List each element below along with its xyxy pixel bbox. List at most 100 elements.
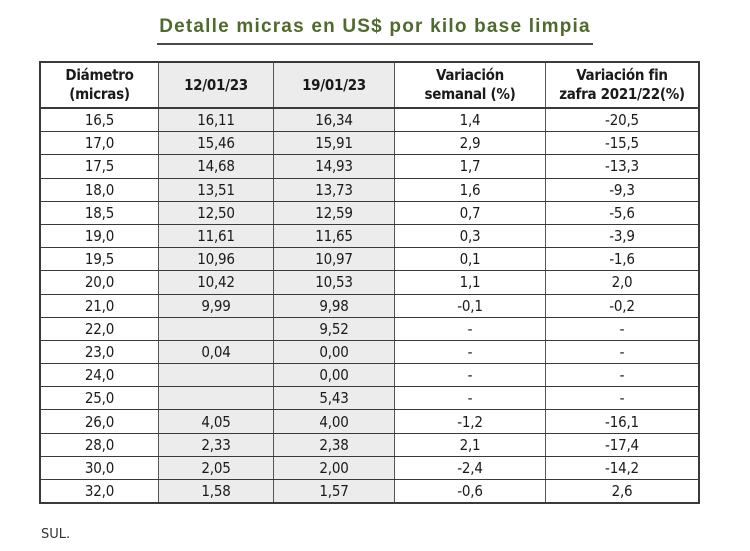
- price-12-01-23-cell: 1,58: [158, 479, 274, 504]
- variacion-zafra-cell: -14,2: [545, 456, 700, 481]
- table-row: 26,0 4,05 4,00 -1,2 -16,1: [39, 409, 700, 434]
- diametro-cell: 21,0: [39, 294, 159, 318]
- price-19-01-23-cell: 9,98: [273, 294, 395, 318]
- price-19-01-23-cell: 10,97: [273, 247, 395, 272]
- variacion-zafra-cell: -: [545, 340, 700, 365]
- title-container: Detalle micras en US$ por kilo base limp…: [0, 12, 750, 45]
- price-12-01-23-cell: 14,68: [158, 154, 274, 179]
- table-row: 16,5 16,11 16,34 1,4 -20,5: [39, 108, 700, 133]
- variacion-semanal-cell: -: [394, 386, 546, 411]
- diametro-cell: 17,5: [39, 154, 159, 179]
- diametro-cell: 22,0: [39, 317, 159, 341]
- micras-price-table: Diámetro (micras) 12/01/23 19/01/23 Vari…: [39, 61, 700, 505]
- price-19-01-23-cell: 16,34: [273, 108, 395, 133]
- table-row: 18,0 13,51 13,73 1,6 -9,3: [39, 178, 700, 202]
- price-12-01-23-cell: 9,99: [158, 294, 274, 318]
- diametro-cell: 23,0: [39, 340, 159, 365]
- price-19-01-23-cell: 2,38: [273, 433, 395, 457]
- diametro-cell: 28,0: [39, 433, 159, 457]
- header-line: semanal (%): [424, 85, 516, 103]
- variacion-semanal-cell: -: [394, 340, 546, 365]
- table-row: 17,5 14,68 14,93 1,7 -13,3: [39, 154, 700, 179]
- header-date-1: 12/01/23: [158, 62, 274, 109]
- variacion-semanal-cell: 1,7: [394, 154, 546, 179]
- table-row: 23,0 0,04 0,00- -: [39, 340, 700, 365]
- header-line: (micras): [69, 85, 130, 103]
- variacion-zafra-cell: 2,6: [545, 479, 700, 504]
- diametro-cell: 20,0: [39, 270, 159, 295]
- variacion-zafra-cell: -13,3: [545, 154, 700, 179]
- variacion-zafra-cell: -20,5: [545, 108, 700, 133]
- diametro-cell: 18,0: [39, 178, 159, 202]
- diametro-cell: 19,5: [39, 247, 159, 272]
- price-12-01-23-cell: 0,04: [158, 340, 274, 365]
- variacion-semanal-cell: -1,2: [394, 409, 546, 434]
- diametro-cell: 26,0: [39, 409, 159, 434]
- price-12-01-23-cell: 15,46: [158, 131, 274, 156]
- price-12-01-23-cell: [158, 317, 274, 341]
- page-title: Detalle micras en US$ por kilo base limp…: [157, 12, 593, 45]
- variacion-zafra-cell: -: [545, 386, 700, 411]
- table-row: 24,0 0,00- -: [39, 363, 700, 388]
- price-12-01-23-cell: 11,61: [158, 224, 274, 249]
- table-row: 19,0 11,61 11,65 0,3 -3,9: [39, 224, 700, 249]
- price-19-01-23-cell: 13,73: [273, 178, 395, 202]
- price-19-01-23-cell: 0,00: [273, 363, 395, 388]
- price-19-01-23-cell: 10,53: [273, 270, 395, 295]
- header-date-2: 19/01/23: [273, 62, 395, 109]
- table-row: 28,0 2,33 2,38 2,1 -17,4: [39, 433, 700, 457]
- variacion-zafra-cell: -9,3: [545, 178, 700, 202]
- source-note: SUL.: [41, 527, 71, 542]
- diametro-cell: 17,0: [39, 131, 159, 156]
- header-line: zafra 2021/22(%): [559, 85, 685, 103]
- variacion-zafra-cell: -16,1: [545, 409, 700, 434]
- variacion-zafra-cell: -1,6: [545, 247, 700, 272]
- variacion-semanal-cell: -: [394, 363, 546, 388]
- table-row: 21,0 9,99 9,98 -0,1 -0,2: [39, 294, 700, 318]
- variacion-zafra-cell: 2,0: [545, 270, 700, 295]
- variacion-zafra-cell: -: [545, 363, 700, 388]
- variacion-semanal-cell: 1,1: [394, 270, 546, 295]
- header-line: 19/01/23: [302, 75, 366, 94]
- variacion-semanal-cell: 2,9: [394, 131, 546, 156]
- variacion-zafra-cell: -5,6: [545, 201, 700, 225]
- price-19-01-23-cell: 15,91: [273, 131, 395, 156]
- diametro-cell: 25,0: [39, 386, 159, 411]
- variacion-zafra-cell: -17,4: [545, 433, 700, 457]
- header-line: Variación: [436, 66, 504, 84]
- header-variacion-zafra: Variación fin zafra 2021/22(%): [545, 62, 700, 109]
- header-line: Variación fin: [576, 66, 668, 84]
- variacion-zafra-cell: -15,5: [545, 131, 700, 156]
- table-row: 25,0 5,43- -: [39, 386, 700, 411]
- header-line: Diámetro: [65, 66, 134, 84]
- price-19-01-23-cell: 12,59: [273, 201, 395, 225]
- variacion-semanal-cell: 0,7: [394, 201, 546, 225]
- price-12-01-23-cell: [158, 363, 274, 388]
- diametro-cell: 24,0: [39, 363, 159, 388]
- price-19-01-23-cell: 1,57: [273, 479, 395, 504]
- variacion-zafra-cell: -: [545, 317, 700, 341]
- variacion-semanal-cell: 2,1: [394, 433, 546, 457]
- variacion-semanal-cell: 1,4: [394, 108, 546, 133]
- table-header-row: Diámetro (micras) 12/01/23 19/01/23 Vari…: [39, 62, 700, 109]
- variacion-zafra-cell: -3,9: [545, 224, 700, 249]
- variacion-semanal-cell: -2,4: [394, 456, 546, 481]
- table-row: 20,0 10,42 10,53 1,1 2,0: [39, 270, 700, 295]
- price-19-01-23-cell: 4,00: [273, 409, 395, 434]
- price-12-01-23-cell: 4,05: [158, 409, 274, 434]
- header-line: 12/01/23: [184, 75, 248, 94]
- price-19-01-23-cell: 5,43: [273, 386, 395, 411]
- price-12-01-23-cell: 10,42: [158, 270, 274, 295]
- price-12-01-23-cell: 16,11: [158, 108, 274, 133]
- price-12-01-23-cell: 2,05: [158, 456, 274, 481]
- diametro-cell: 18,5: [39, 201, 159, 225]
- price-19-01-23-cell: 14,93: [273, 154, 395, 179]
- price-19-01-23-cell: 0,00: [273, 340, 395, 365]
- variacion-semanal-cell: -0,1: [394, 294, 546, 318]
- diametro-cell: 16,5: [39, 108, 159, 133]
- price-19-01-23-cell: 9,52: [273, 317, 395, 341]
- variacion-semanal-cell: -: [394, 317, 546, 341]
- variacion-semanal-cell: -0,6: [394, 479, 546, 504]
- price-19-01-23-cell: 11,65: [273, 224, 395, 249]
- variacion-semanal-cell: 0,3: [394, 224, 546, 249]
